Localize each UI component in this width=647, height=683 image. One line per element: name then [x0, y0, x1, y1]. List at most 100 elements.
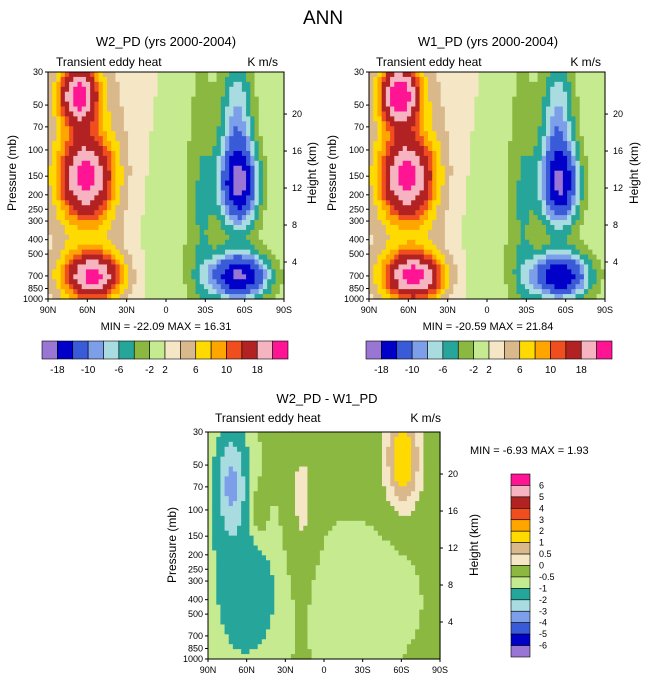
contour-cell — [60, 190, 66, 196]
contour-cell — [436, 215, 442, 221]
contour-cell — [94, 264, 100, 270]
contour-cell — [182, 190, 188, 196]
contour-cell — [115, 195, 121, 201]
contour-cell — [174, 215, 180, 221]
contour-cell — [140, 200, 146, 206]
contour-cell — [250, 234, 256, 241]
contour-cell — [187, 254, 192, 261]
contour-cell — [369, 131, 374, 137]
contour-cell — [56, 200, 62, 206]
contour-cell — [241, 121, 247, 127]
contour-cell — [199, 76, 205, 83]
contour-cell — [588, 180, 593, 187]
contour-cell — [115, 205, 121, 211]
contour-cell — [115, 165, 121, 172]
contour-cell — [157, 150, 163, 157]
contour-cell — [411, 111, 416, 118]
contour-cell — [94, 72, 100, 78]
contour-cell — [453, 126, 459, 132]
contour-cell — [166, 284, 171, 290]
contour-cell — [246, 259, 251, 266]
contour-cell — [487, 131, 492, 137]
contour-cell — [428, 121, 433, 127]
contour-cell — [516, 229, 522, 236]
contour-cell — [546, 116, 551, 122]
contour-cell — [406, 111, 412, 118]
contour-cell — [419, 180, 425, 187]
contour-cell — [111, 249, 117, 256]
contour-cell — [499, 274, 505, 280]
contour-cell — [461, 249, 467, 256]
contour-cell — [241, 101, 247, 108]
contour-cell — [237, 229, 243, 236]
contour-cell — [470, 210, 475, 216]
contour-cell — [423, 131, 429, 137]
contour-cell — [233, 86, 239, 93]
contour-cell — [48, 284, 53, 290]
contour-cell — [436, 249, 442, 256]
contour-cell — [107, 155, 112, 162]
contour-cell — [157, 229, 163, 236]
contour-cell — [537, 121, 543, 127]
contour-cell — [529, 121, 534, 127]
contour-cell — [600, 239, 606, 246]
contour-cell — [461, 126, 467, 132]
panel-right-label: K m/s — [570, 55, 601, 69]
contour-cell — [161, 91, 167, 98]
contour-cell — [558, 155, 564, 162]
contour-cell — [562, 190, 568, 196]
contour-cell — [440, 229, 446, 236]
contour-cell — [394, 195, 400, 201]
contour-cell — [153, 141, 159, 147]
contour-cell — [170, 294, 176, 300]
contour-cell — [491, 111, 497, 118]
contour-cell — [237, 215, 243, 221]
contour-cell — [440, 185, 446, 192]
contour-cell — [419, 91, 425, 98]
contour-cell — [115, 244, 121, 251]
contour-cell — [208, 86, 213, 93]
contour-cell — [579, 234, 585, 241]
contour-cell — [166, 170, 171, 177]
contour-cell — [153, 131, 159, 137]
contour-cell — [495, 185, 501, 192]
contour-cell — [102, 190, 108, 196]
contour-cell — [102, 264, 108, 270]
contour-cell — [195, 259, 201, 266]
contour-cell — [385, 121, 391, 127]
contour-cell — [237, 126, 243, 132]
contour-cell — [69, 165, 74, 172]
contour-cell — [461, 190, 467, 196]
contour-cell — [166, 160, 171, 167]
contour-cell — [102, 205, 108, 211]
contour-cell — [237, 205, 243, 211]
contour-cell — [153, 239, 159, 246]
contour-cell — [73, 131, 79, 137]
contour-cell — [495, 210, 501, 216]
contour-cell — [436, 121, 442, 127]
contour-cell — [390, 141, 395, 147]
contour-cell — [474, 106, 480, 113]
contour-cell — [225, 131, 230, 137]
contour-cell — [64, 244, 70, 251]
contour-cell — [541, 234, 547, 241]
contour-cell — [432, 86, 438, 93]
contour-cell — [579, 141, 585, 147]
contour-cell — [558, 126, 564, 132]
contour-cell — [381, 150, 387, 157]
contour-cell — [94, 185, 100, 192]
contour-cell — [170, 254, 176, 261]
contour-cell — [423, 229, 429, 236]
contour-cell — [369, 96, 374, 103]
contour-cell — [575, 185, 581, 192]
contour-cell — [520, 190, 526, 196]
contour-cell — [140, 229, 146, 236]
contour-cell — [237, 259, 243, 266]
contour-cell — [98, 96, 104, 103]
contour-cell — [187, 215, 192, 221]
contour-cell — [583, 229, 589, 236]
contour-cell — [369, 160, 374, 167]
contour-cell — [406, 269, 412, 275]
contour-cell — [482, 81, 488, 88]
contour-cell — [262, 72, 268, 78]
